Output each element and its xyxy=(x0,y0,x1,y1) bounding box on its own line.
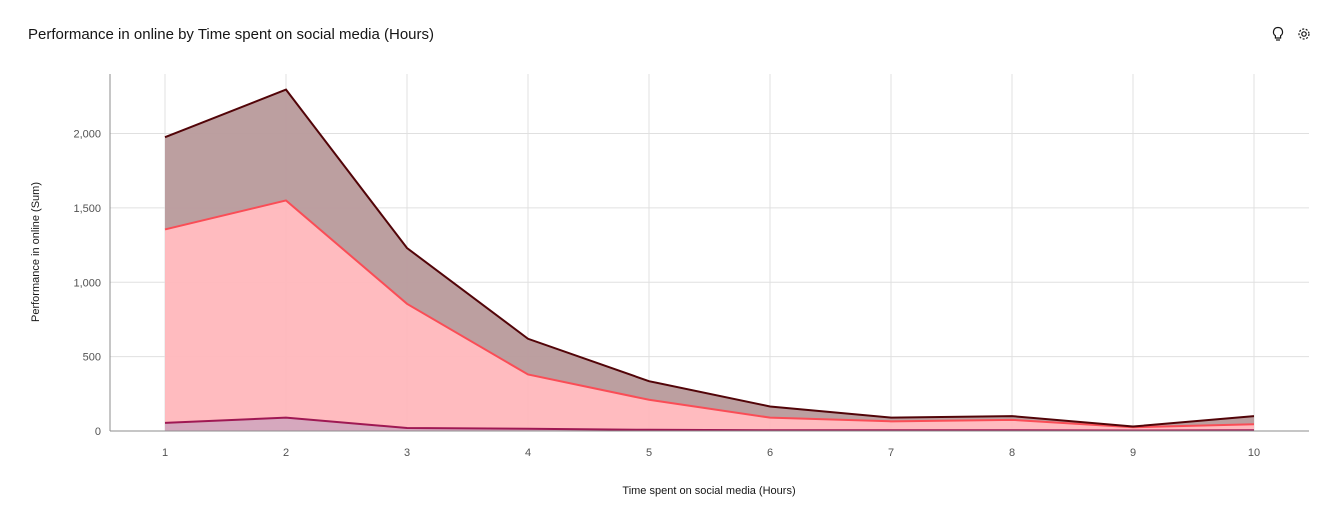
x-axis-label: Time spent on social media (Hours) xyxy=(622,485,795,497)
x-tick-labels: 1 2 3 4 5 6 7 8 9 10 xyxy=(162,447,1260,459)
y-tick-label: 1,500 xyxy=(73,203,101,215)
y-tick-label: 2,000 xyxy=(73,129,101,141)
series-line-2 xyxy=(164,199,1255,429)
x-tick-label: 3 xyxy=(404,447,410,459)
series-area-2 xyxy=(165,200,1254,431)
x-tick-label: 9 xyxy=(1130,447,1136,459)
series-areas xyxy=(165,89,1254,431)
chart-toolbar xyxy=(1270,26,1312,42)
gear-icon[interactable] xyxy=(1296,26,1312,42)
x-tick-label: 1 xyxy=(162,447,168,459)
y-tick-label: 500 xyxy=(83,352,101,364)
y-axis-label: Performance in online (Sum) xyxy=(30,182,42,322)
x-tick-label: 8 xyxy=(1009,447,1015,459)
series-area-3 xyxy=(165,89,1254,428)
series-lines xyxy=(164,88,1255,432)
series-line-3 xyxy=(164,88,1255,428)
y-tick-labels: 0 500 1,000 1,500 2,000 xyxy=(73,129,101,439)
series-line-1 xyxy=(164,416,1255,432)
x-tick-label: 4 xyxy=(525,447,531,459)
lightbulb-icon[interactable] xyxy=(1270,26,1286,42)
y-tick-label: 1,000 xyxy=(73,277,101,289)
y-tick-label: 0 xyxy=(95,426,101,438)
x-tick-label: 10 xyxy=(1248,447,1260,459)
x-tick-label: 7 xyxy=(888,447,894,459)
chart-title: Performance in online by Time spent on s… xyxy=(28,26,435,43)
x-tick-label: 2 xyxy=(283,447,289,459)
x-tick-label: 5 xyxy=(646,447,652,459)
x-tick-label: 6 xyxy=(767,447,773,459)
